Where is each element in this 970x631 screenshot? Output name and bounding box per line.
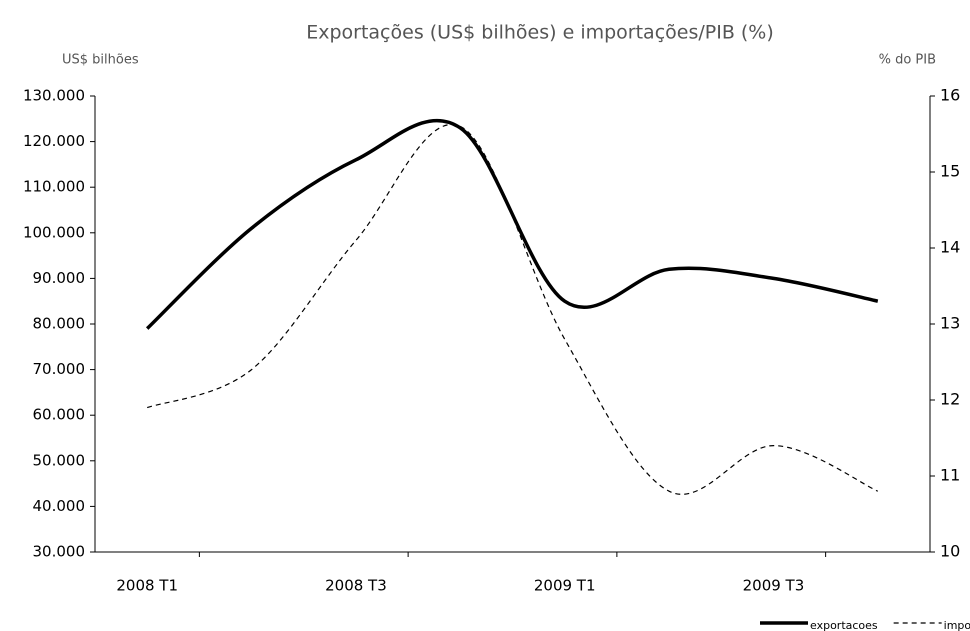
y-axis-label: US$ bilhões <box>62 53 139 68</box>
y-tick-label: 70.000 <box>33 360 86 378</box>
y-tick-label: 130.000 <box>23 87 85 105</box>
y-tick-label: 110.000 <box>23 178 85 196</box>
y-tick-label: 90.000 <box>33 269 86 287</box>
y2-tick-label: 14 <box>940 238 960 257</box>
x-tick-label: 2008 T1 <box>116 577 178 595</box>
y-tick-label: 50.000 <box>33 451 86 469</box>
y2-tick-label: 16 <box>940 86 960 105</box>
x-tick-label: 2009 T1 <box>534 577 596 595</box>
y2-tick-label: 11 <box>940 466 960 485</box>
y-tick-label: 30.000 <box>33 543 86 561</box>
y-tick-label: 40.000 <box>33 497 86 515</box>
y2-tick-label: 10 <box>940 542 960 561</box>
y-tick-label: 100.000 <box>23 223 85 241</box>
line-series <box>146 123 879 495</box>
chart-title: Exportações (US$ bilhões) e importações/… <box>306 22 774 44</box>
y-tick-label: 120.000 <box>23 132 85 150</box>
x-tick-label: 2009 T3 <box>743 577 805 595</box>
y2-tick-label: 13 <box>940 314 960 333</box>
line-series <box>145 118 879 330</box>
y2-axis-label: % do PIB <box>879 53 936 68</box>
y2-tick-label: 15 <box>940 162 960 181</box>
x-tick-label: 2008 T3 <box>325 577 387 595</box>
legend-label: importações/PIB <box>944 619 970 631</box>
legend-label: exportacoes <box>810 619 878 631</box>
y2-tick-label: 12 <box>940 390 960 409</box>
y-tick-label: 80.000 <box>33 315 86 333</box>
y-tick-label: 60.000 <box>33 406 86 424</box>
